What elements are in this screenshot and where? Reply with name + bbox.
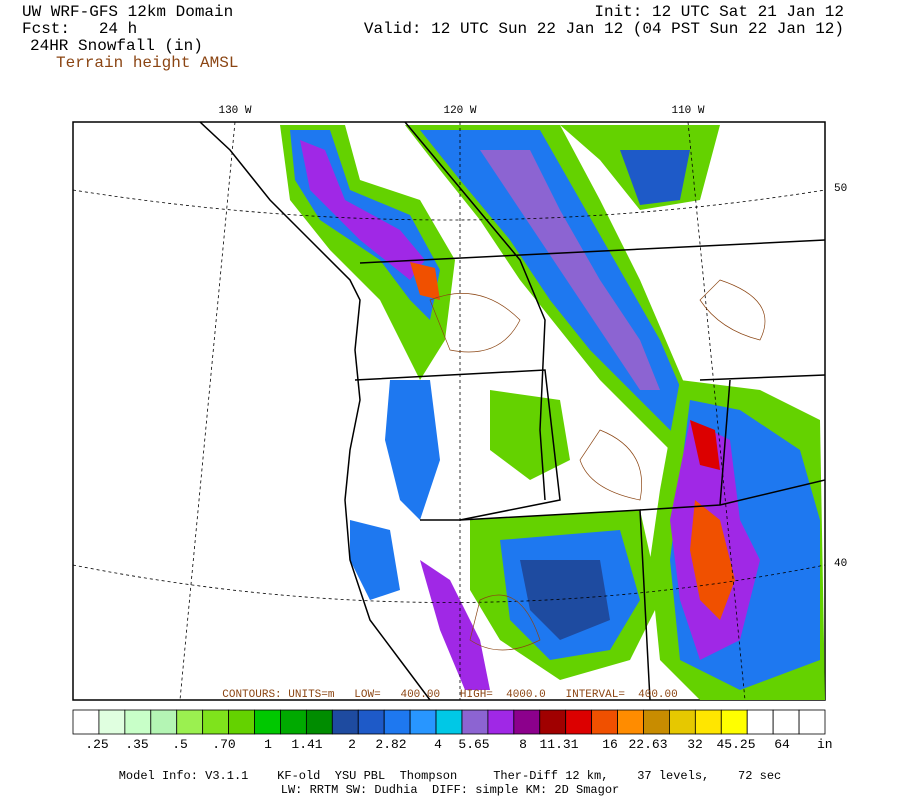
colorbar-cell: [772, 709, 800, 735]
colorbar-cell: [98, 709, 126, 735]
colorbar-cell: [202, 709, 229, 735]
colorbar-cell: [669, 709, 696, 735]
colorbar-cell: [280, 709, 307, 735]
colorbar-label: 1.41: [291, 737, 322, 752]
colorbar-cell: [228, 709, 255, 735]
colorbar-label: 22.63: [628, 737, 667, 752]
colorbar-label: 2.82: [375, 737, 406, 752]
colorbar-cell: [409, 709, 437, 735]
colorbar-cell: [461, 709, 489, 735]
longitude-label: 130 W: [218, 105, 251, 117]
colorbar-label: 8: [519, 737, 527, 752]
colorbar-cell: [357, 709, 385, 735]
colorbar-label: 11.31: [539, 737, 578, 752]
colorbar-cell: [539, 709, 567, 735]
colorbar-cell: [435, 709, 463, 735]
colorbar-label: .5: [172, 737, 188, 752]
forecast-hour: Fcst: 24 h: [22, 20, 137, 38]
colorbar-cell: [487, 709, 515, 735]
colorbar-unit: in: [817, 737, 833, 752]
contour-info: CONTOURS: UNITS=m LOW= 400.00 HIGH= 4000…: [222, 689, 677, 701]
longitude-label: 120 W: [443, 105, 476, 117]
field-name: 24HR Snowfall (in): [30, 37, 203, 55]
latitude-label: 40: [834, 558, 847, 570]
model-info: Model Info: V3.1.1 KF-old YSU PBL Thomps…: [119, 769, 782, 783]
colorbar-cell: [643, 709, 670, 735]
colorbar-label: 5.65: [458, 737, 489, 752]
colorbar-label: .70: [212, 737, 235, 752]
colorbar-label: 32: [687, 737, 703, 752]
colorbar-cell: [150, 709, 178, 735]
colorbar-cell: [617, 709, 644, 735]
colorbar-label: 4: [434, 737, 442, 752]
colorbar-cell: [124, 709, 152, 735]
colorbar-cell: [694, 709, 722, 735]
colorbar-cell: [305, 709, 333, 735]
init-time: Init: 12 UTC Sat 21 Jan 12: [594, 3, 844, 21]
colorbar-cell: [176, 709, 204, 735]
colorbar-label: 1: [264, 737, 272, 752]
colorbar-cell: [746, 709, 774, 735]
colorbar-cell: [798, 709, 826, 735]
colorbar-label: 2: [348, 737, 356, 752]
longitude-label: 110 W: [671, 105, 704, 117]
colorbar-label: 64: [774, 737, 790, 752]
colorbar-cell: [331, 709, 359, 735]
model-physics: LW: RRTM SW: Dudhia DIFF: simple KM: 2D …: [281, 783, 619, 797]
model-title: UW WRF-GFS 12km Domain: [22, 3, 233, 21]
colorbar-cell: [254, 709, 281, 735]
colorbar-cell: [513, 709, 541, 735]
valid-time: Valid: 12 UTC Sun 22 Jan 12 (04 PST Sun …: [364, 20, 844, 38]
colorbar-cell: [591, 709, 618, 735]
map: 130 W 120 W 110 W 50 40 CONTOURS: UNITS=…: [72, 105, 847, 701]
colorbar-cell: [72, 709, 100, 735]
colorbar-label: 16: [602, 737, 618, 752]
colorbar-cell: [565, 709, 593, 735]
overlay-name: Terrain height AMSL: [56, 54, 238, 72]
colorbar-cell: [383, 709, 411, 735]
colorbar-label: .25: [85, 737, 108, 752]
colorbar: .25 .35 .5 .70 1 1.41 2 2.82 4 5.65 8 11.31 16 22.63 3…: [72, 709, 826, 752]
colorbar-label: .35: [125, 737, 148, 752]
colorbar-label: 45.25: [716, 737, 755, 752]
latitude-label: 50: [834, 183, 847, 195]
colorbar-cell: [720, 709, 748, 735]
